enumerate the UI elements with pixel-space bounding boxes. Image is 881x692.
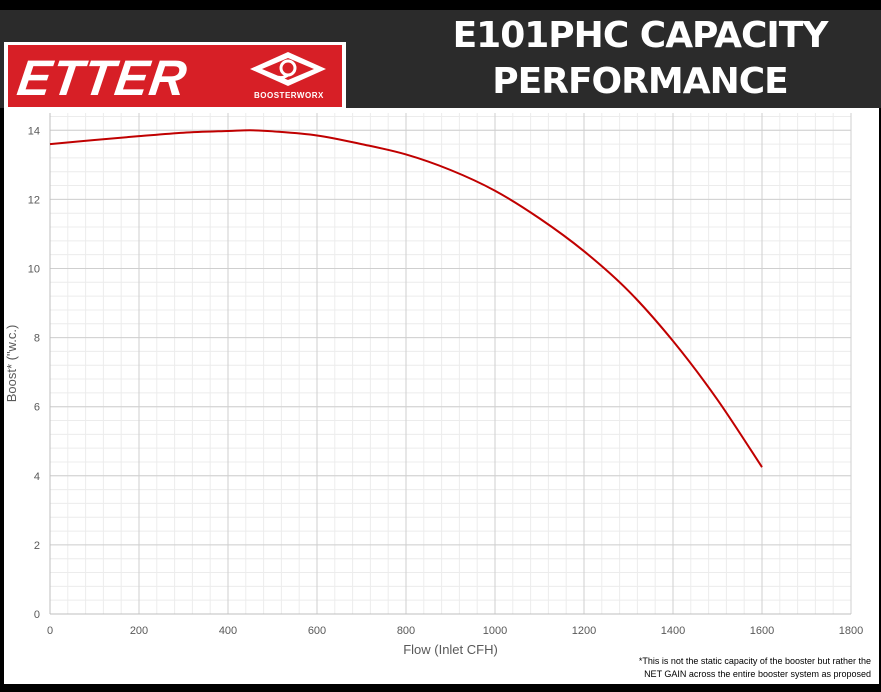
x-tick-label: 200 <box>130 625 148 637</box>
y-tick-label: 10 <box>28 263 40 275</box>
x-tick-label: 1600 <box>750 625 774 637</box>
logo-wordmark: ETTER <box>14 50 191 106</box>
plot-panel: 0 200 400 600 800 1000 1200 1400 1600 1800 0 2 4 6 8 10… <box>4 108 879 684</box>
logo-background: ETTER BOOSTERWORX <box>8 45 342 107</box>
series-line <box>49 129 763 468</box>
y-tick-label: 12 <box>28 194 40 206</box>
y-tick-label: 0 <box>34 609 40 621</box>
logo-diamond-icon <box>250 52 326 86</box>
page-title: E101PHC CAPACITY PERFORMANCE <box>400 10 880 108</box>
y-tick-label: 8 <box>34 333 40 345</box>
x-tick-label: 1400 <box>661 625 685 637</box>
x-tick-label: 1800 <box>839 625 863 637</box>
title-line-2: PERFORMANCE <box>492 61 788 102</box>
y-tick-label: 4 <box>34 471 40 483</box>
y-axis-title: Boost* ("w.c.) <box>4 325 19 403</box>
x-tick-label: 1000 <box>483 625 507 637</box>
footnote-line-2: NET GAIN across the entire booster syste… <box>644 669 871 679</box>
x-tick-label: 600 <box>308 625 326 637</box>
y-tick-label: 2 <box>34 540 40 552</box>
footnote-line-1: *This is not the static capacity of the … <box>638 656 871 666</box>
x-tick-label: 800 <box>397 625 415 637</box>
y-tick-label: 6 <box>34 402 40 414</box>
x-tick-label: 1200 <box>572 625 596 637</box>
company-logo: ETTER BOOSTERWORX <box>4 42 346 110</box>
y-tick-label: 14 <box>28 125 40 137</box>
logo-subtext: BOOSTERWORX <box>254 91 324 100</box>
x-axis-title: Flow (Inlet CFH) <box>403 642 498 657</box>
title-line-1: E101PHC CAPACITY <box>452 15 829 56</box>
chart: 0 200 400 600 800 1000 1200 1400 1600 1800 0 2 4 6 8 10… <box>4 113 863 657</box>
x-tick-label: 400 <box>219 625 237 637</box>
x-tick-label: 0 <box>47 625 53 637</box>
footnote: *This is not the static capacity of the … <box>471 655 871 681</box>
